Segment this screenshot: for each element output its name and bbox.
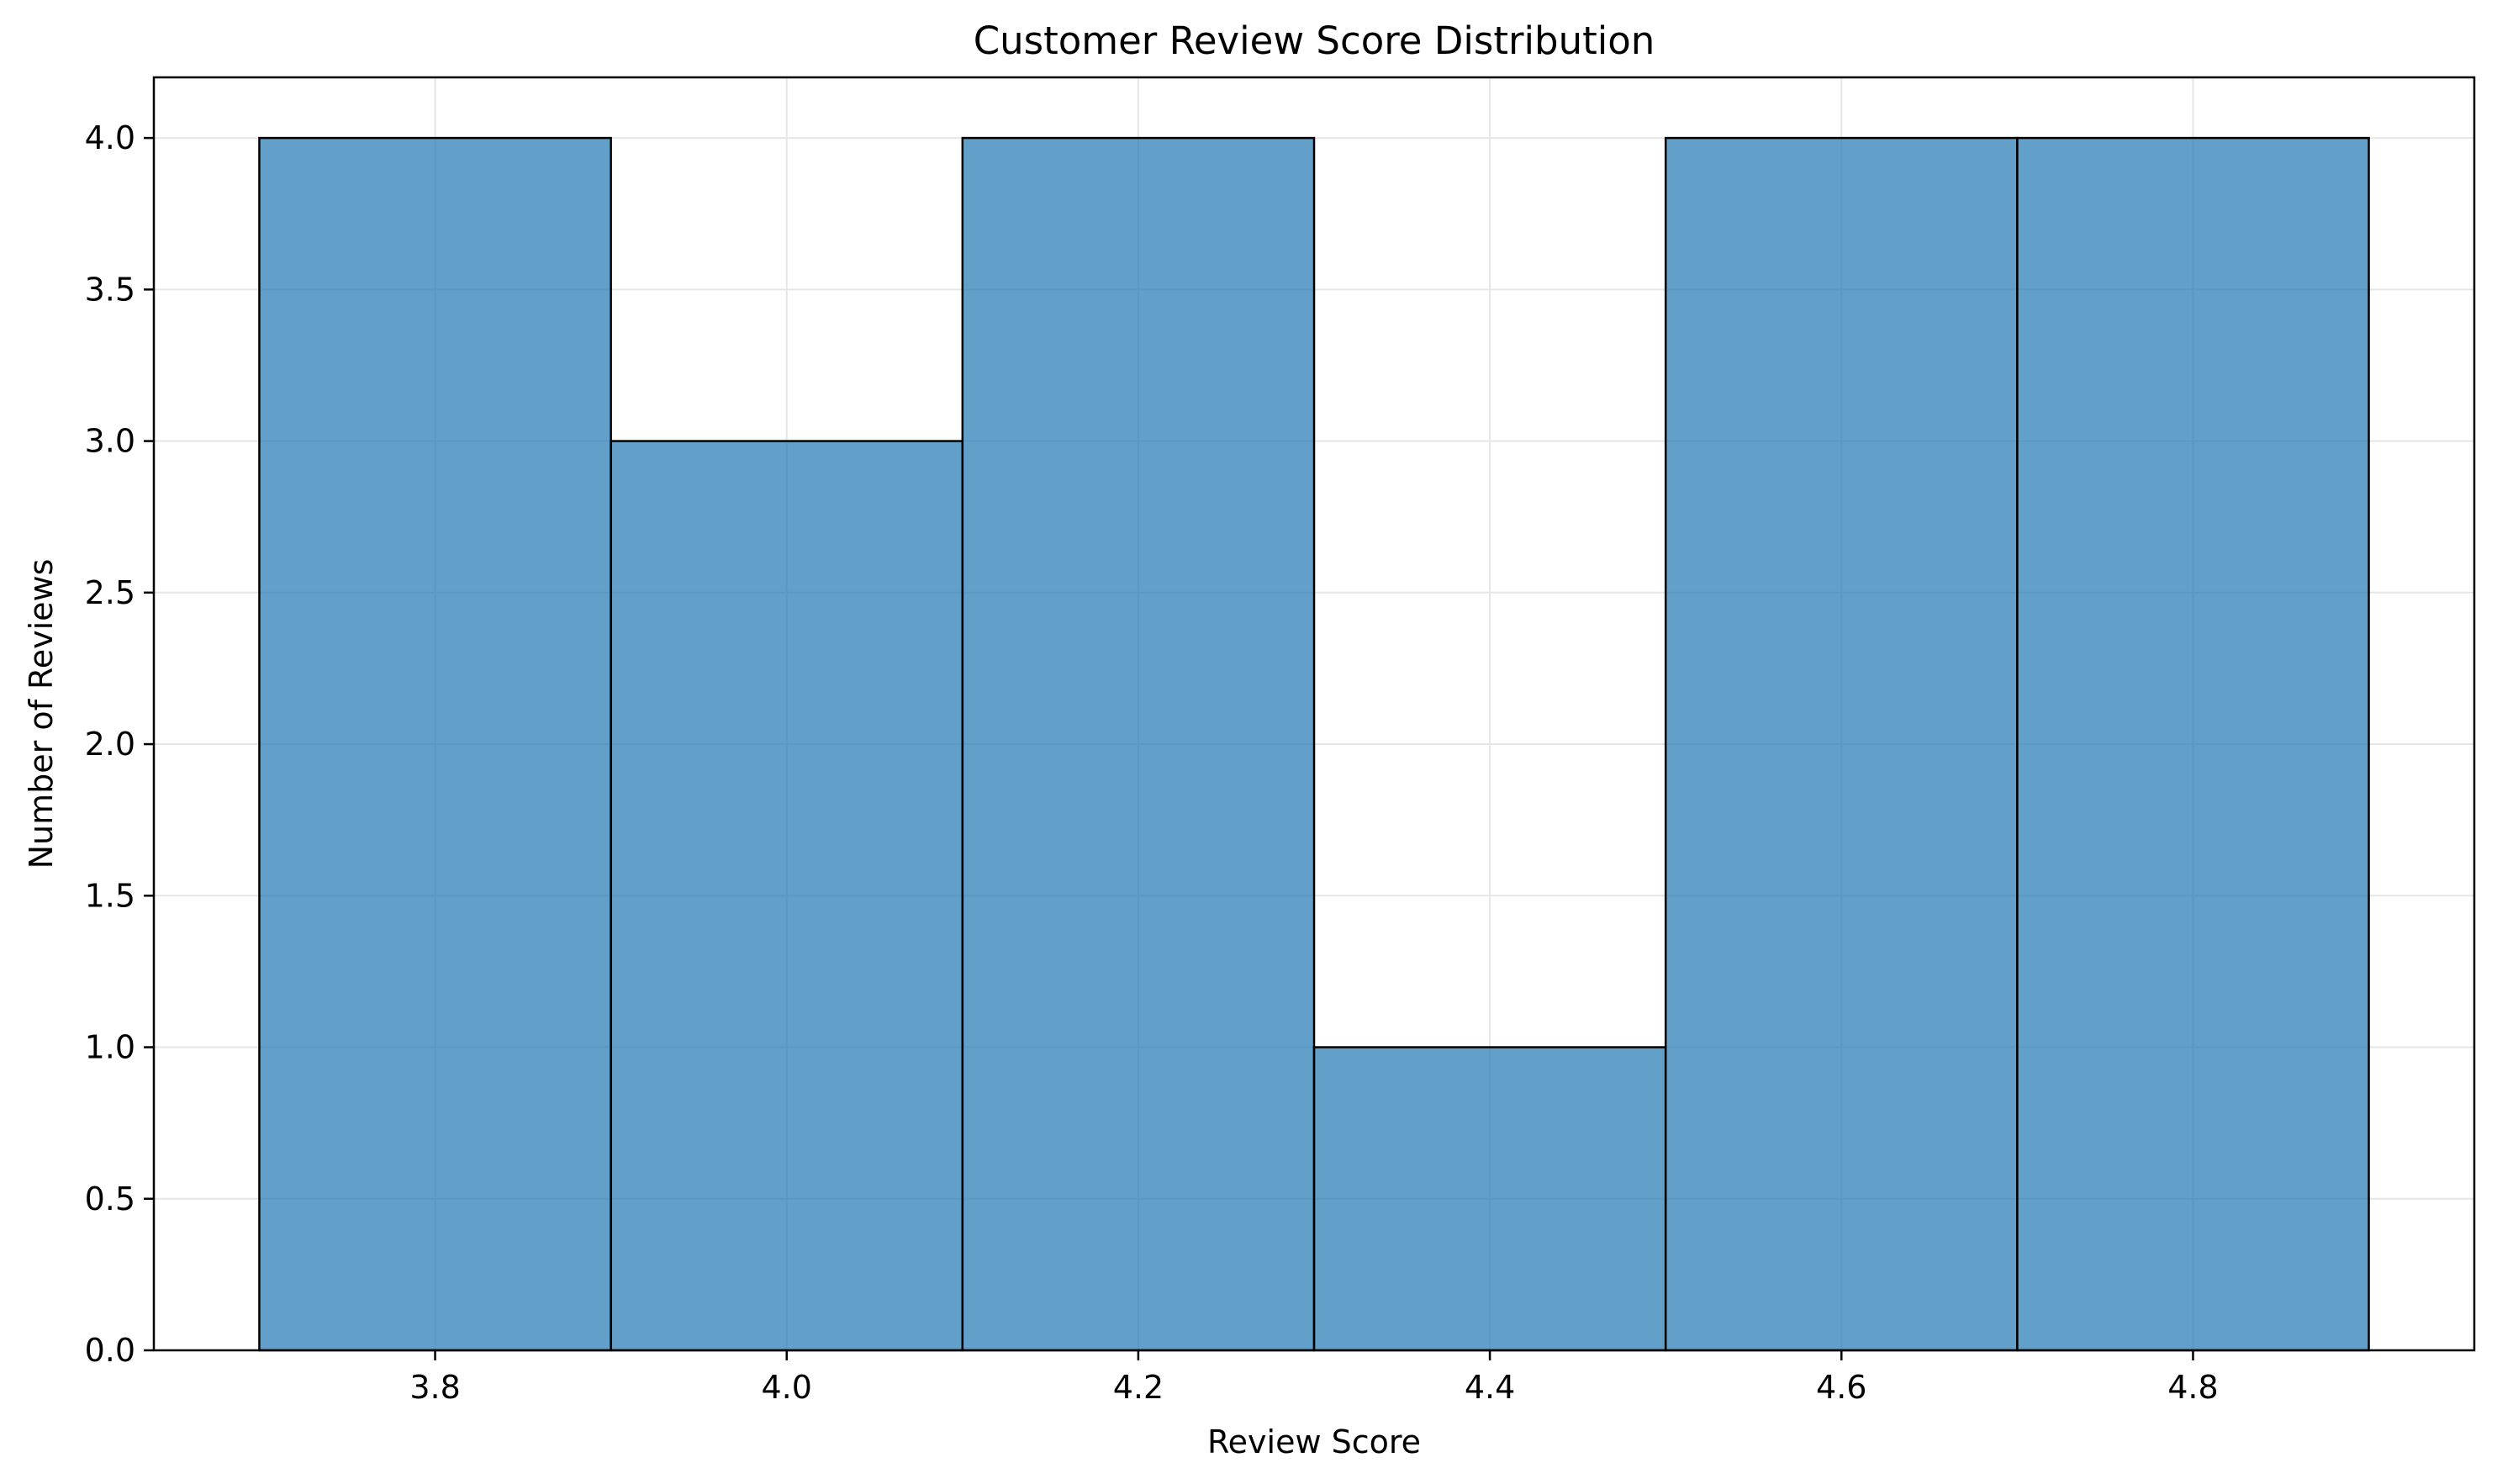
x-tick-label: 4.2: [1113, 1369, 1164, 1406]
y-tick-label: 0.0: [85, 1332, 135, 1369]
plot-area-frame: [152, 76, 2476, 1352]
y-tick-label: 2.0: [85, 726, 135, 763]
chart-title: Customer Review Score Distribution: [974, 18, 1655, 63]
histogram-bar-4: [1312, 1046, 1667, 1352]
y-tick-label: 0.5: [85, 1180, 135, 1217]
x-tick-label: 4.0: [762, 1369, 812, 1406]
x-tick-label: 4.8: [2167, 1369, 2218, 1406]
x-axis-title: Review Score: [1207, 1423, 1421, 1460]
histogram-bar-1: [258, 136, 612, 1352]
y-tick-label: 4.0: [85, 119, 135, 156]
x-tick-label: 4.4: [1465, 1369, 1515, 1406]
y-tick-label: 3.0: [85, 423, 135, 460]
y-tick-label: 1.0: [85, 1029, 135, 1066]
histogram-bar-6: [2016, 136, 2370, 1352]
y-axis-title: Number of Reviews: [23, 559, 60, 869]
histogram-bar-3: [961, 136, 1316, 1352]
histogram-bars: [258, 136, 2370, 1352]
histogram-bar-2: [610, 440, 964, 1352]
x-tick-label: 3.8: [409, 1369, 460, 1406]
y-axis-ticks: 0.0 0.5 1.0 1.5 2.0 2.5 3.0 3.5 4.0: [85, 119, 154, 1369]
y-tick-label: 1.5: [85, 877, 135, 914]
y-tick-label: 3.5: [85, 271, 135, 308]
x-tick-label: 4.6: [1816, 1369, 1866, 1406]
histogram-bar-5: [1664, 136, 2019, 1352]
x-axis-ticks: 3.8 4.0 4.2 4.4 4.6 4.8: [409, 1350, 2219, 1406]
y-tick-label: 2.5: [85, 574, 135, 611]
